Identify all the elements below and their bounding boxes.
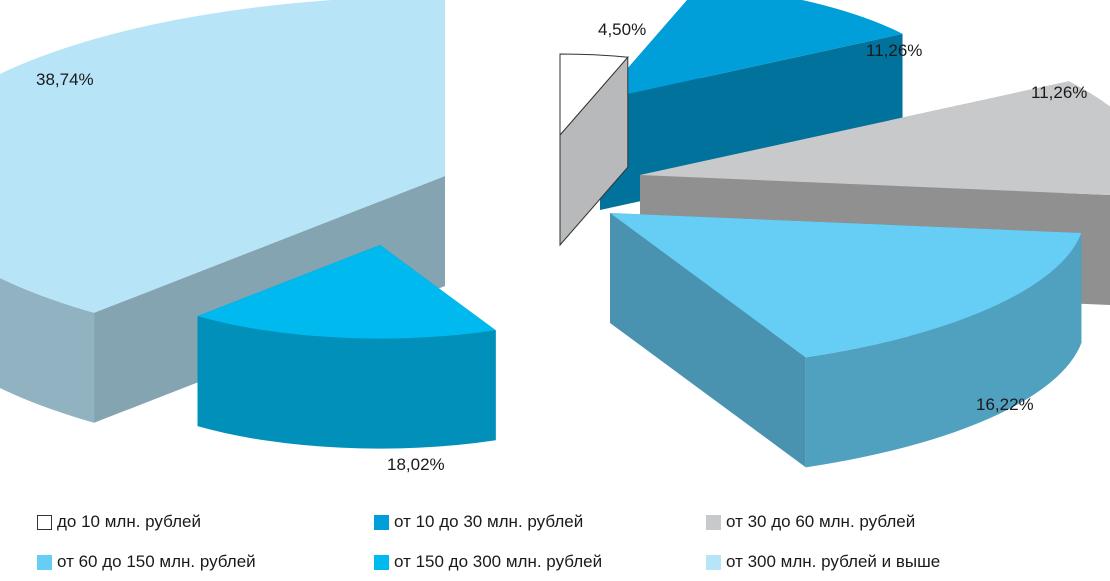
pie-slice-top-5 — [0, 0, 445, 313]
legend-swatch — [37, 514, 52, 530]
legend-item-1: от 10 до 30 млн. рублей — [374, 510, 583, 534]
legend: до 10 млн. рублей от 10 до 30 млн. рубле… — [0, 505, 1110, 581]
pie-slice-top-4 — [197, 245, 496, 339]
slice-layer — [0, 0, 1110, 468]
legend-swatch — [374, 514, 389, 530]
legend-item-4: от 150 до 300 млн. рублей — [374, 550, 602, 574]
legend-item-0: до 10 млн. рублей — [37, 510, 201, 534]
legend-swatch — [706, 554, 721, 570]
legend-label: от 10 до 30 млн. рублей — [394, 512, 584, 531]
pie-slice-4 — [197, 245, 496, 449]
data-label-slice-5: 38,74% — [36, 70, 94, 89]
legend-label: от 60 до 150 млн. рублей — [57, 552, 256, 571]
legend-item-5: от 300 млн. рублей и выше — [706, 550, 940, 574]
legend-item-3: от 60 до 150 млн. рублей — [37, 550, 256, 574]
data-label-slice-4: 18,02% — [387, 455, 445, 474]
data-label-slice-1: 11,26% — [866, 41, 922, 60]
data-label-slice-0: 4,50% — [598, 20, 646, 39]
pie-slice-wall-3-1 — [610, 213, 806, 468]
legend-label: до 10 млн. рублей — [57, 512, 201, 531]
data-label-slice-3: 16,22% — [976, 395, 1034, 414]
pie-slice-top-3 — [610, 213, 1082, 358]
data-label-slice-2: 11,26% — [1031, 83, 1087, 102]
legend-swatch — [706, 514, 721, 530]
pie-slice-rim-5 — [0, 277, 95, 423]
pie-slice-wall-1-1 — [600, 33, 903, 210]
pie-slice-top-1 — [600, 0, 903, 100]
pie-slice-3 — [610, 213, 1082, 468]
label-layer: 4,50% 11,26% 11,26% 16,22% 18,02% 38,74% — [36, 20, 1087, 474]
pie-slice-rim-3 — [805, 233, 1082, 468]
legend-item-2: от 30 до 60 млн. рублей — [706, 510, 915, 534]
pie-slice-rim-4 — [197, 316, 496, 449]
legend-label: от 150 до 300 млн. рублей — [394, 552, 603, 571]
pie-slice-top-0 — [559, 53, 629, 137]
legend-swatch — [37, 554, 52, 570]
pie-slice-top-2 — [640, 81, 1110, 195]
legend-label: от 30 до 60 млн. рублей — [726, 512, 916, 531]
legend-label: от 300 млн. рублей и выше — [726, 552, 941, 571]
legend-swatch — [374, 554, 389, 570]
pie-slice-0 — [559, 53, 629, 247]
